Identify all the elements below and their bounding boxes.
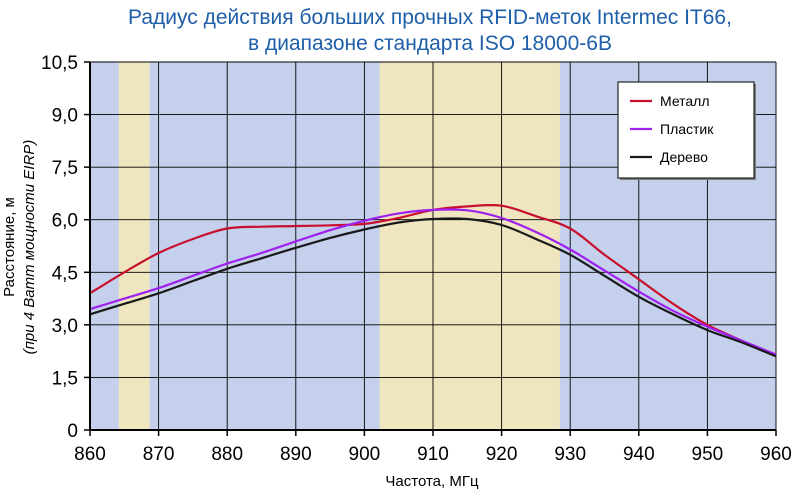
x-tick-label: 950 [692,444,724,465]
y-tick-label: 10,5 [41,53,78,74]
x-tick-label: 890 [280,444,312,465]
chart-title-line-2: в диапазоне стандарта ISO 18000-6B [248,32,612,55]
x-tick-label: 930 [554,444,586,465]
x-tick-label: 960 [760,444,792,465]
y-axis-title: Расстояние, м (при 4 Ватт мощности EIRP) [1,140,38,355]
x-tick-labels: 860 870 880 890 900 910 920 930 940 950 960 [74,444,792,465]
data-series [89,203,777,358]
y-tick-label: 4,5 [52,263,78,284]
x-tick-label: 920 [486,444,518,465]
x-tick-label: 870 [143,444,175,465]
axes [84,61,777,436]
y-tick-labels: 0 1,5 3,0 4,5 6,0 7,5 9,0 10,5 [41,53,78,442]
y-tick-label: 7,5 [52,158,78,179]
legend-label-2: Пластик [660,121,714,137]
chart-title: Радиус действия больших прочных RFID-мет… [128,6,732,55]
chart-title-line-1: Радиус действия больших прочных RFID-мет… [128,6,732,29]
legend-label-3: Дерево [660,149,708,165]
y-axis-title-line-1: Расстояние, м [1,197,18,297]
y-tick-label: 9,0 [52,106,78,127]
x-tick-label: 860 [74,444,106,465]
x-tick-label: 900 [349,444,381,465]
x-tick-label: 940 [623,444,655,465]
y-tick-label: 6,0 [52,211,78,232]
legend-label-1: Металл [660,93,710,109]
series-line-2 [89,208,777,356]
legend: Металл Пластик Дерево [617,81,756,180]
frequency-band-1 [118,62,150,430]
y-tick-label: 3,0 [52,316,78,337]
y-tick-label: 0 [67,421,78,442]
series-line-3 [89,217,777,358]
y-axis-title-line-2: (при 4 Ватт мощности EIRP) [21,140,38,355]
x-tick-label: 910 [417,444,449,465]
frequency-bands [118,62,560,430]
x-axis-title: Частота, МГц [385,473,479,490]
x-tick-label: 880 [211,444,243,465]
frequency-band-2 [379,62,560,430]
y-tick-label: 1,5 [52,368,78,389]
